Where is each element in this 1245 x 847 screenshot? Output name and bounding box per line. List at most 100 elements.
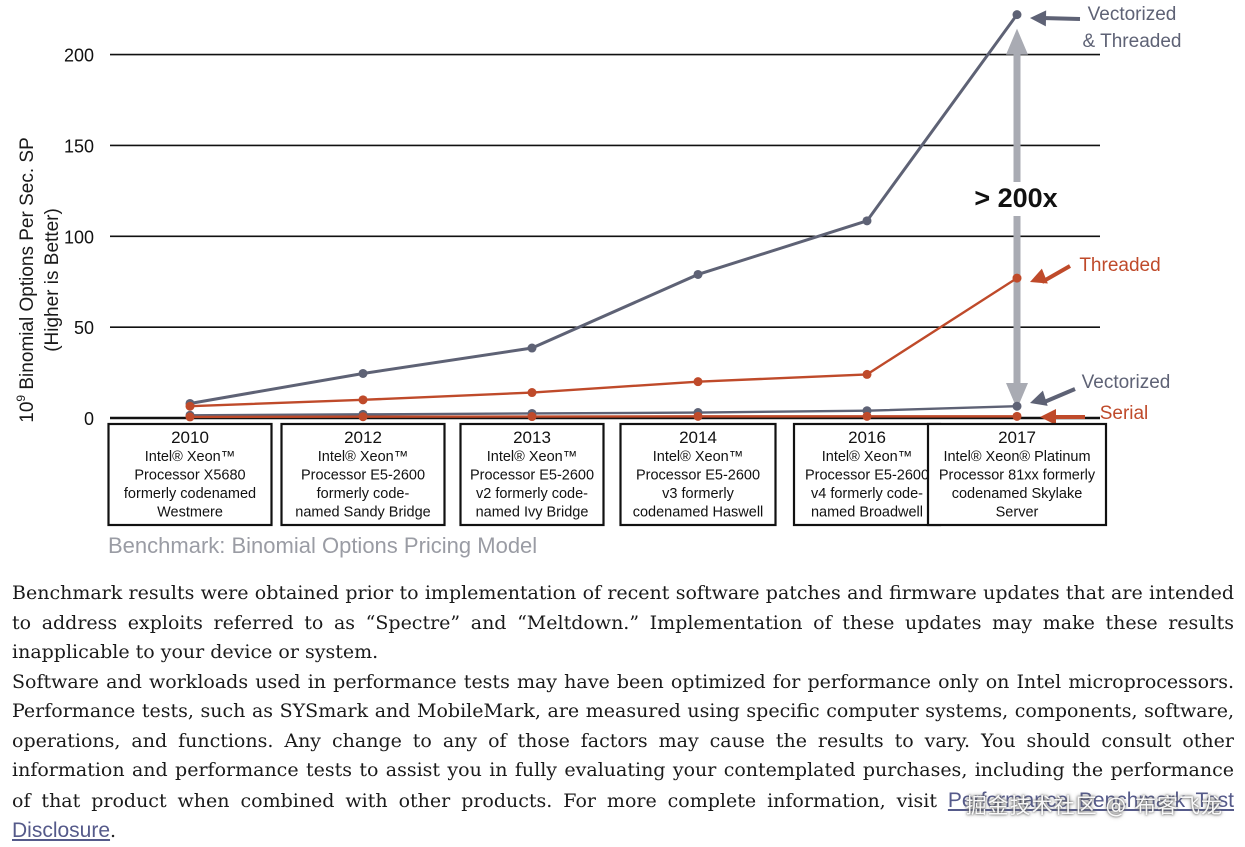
category-detail-label: Westmere bbox=[157, 505, 223, 521]
category-detail-label: Processor E5-2600 bbox=[636, 468, 760, 484]
disclaimer-paragraph-2-end: . bbox=[110, 820, 117, 842]
series-layer bbox=[185, 10, 1022, 422]
chart-subtitle: Benchmark: Binomial Options Pricing Mode… bbox=[108, 533, 537, 558]
y-tick-label: 200 bbox=[64, 46, 94, 66]
category-year-label: 2016 bbox=[848, 428, 886, 447]
category-detail-label: v3 formerly bbox=[662, 486, 734, 502]
processor-box-frame bbox=[280, 422, 446, 527]
series-labels: Vectorized & Threaded Threaded Vectorized Se… bbox=[1030, 4, 1181, 425]
data-point bbox=[185, 412, 195, 422]
data-point bbox=[862, 411, 872, 421]
category-detail-label: named Ivy Bridge bbox=[476, 505, 589, 521]
pointer-arrow-head bbox=[1030, 390, 1048, 406]
data-point bbox=[358, 368, 368, 378]
series-label: Threaded bbox=[1079, 255, 1160, 276]
disclaimer: Benchmark results were obtained prior to… bbox=[12, 579, 1234, 847]
processor-box-2010: 2010 Intel® Xeon™ Processor X5680 formerly … bbox=[107, 422, 273, 527]
data-point bbox=[1012, 411, 1022, 421]
category-detail-label: named Sandy Bridge bbox=[295, 505, 430, 521]
data-point bbox=[527, 412, 537, 422]
category-detail-label: Processor E5-2600 bbox=[301, 468, 425, 484]
category-year-label: 2013 bbox=[513, 428, 551, 447]
pointer-arrow-head bbox=[1030, 10, 1047, 27]
pointer-arrow-shaft bbox=[1041, 264, 1071, 284]
y-axis-label-line1: 109 Binomial Options Per Sec. SP bbox=[14, 137, 38, 423]
improvement-arrow bbox=[962, 28, 1070, 409]
category-year-label: 2010 bbox=[171, 428, 209, 447]
processor-box-2014: 2014 Intel® Xeon™ Processor E5-2600 v3 form… bbox=[619, 422, 777, 527]
category-year-label: 2017 bbox=[998, 428, 1036, 447]
data-point bbox=[527, 343, 537, 353]
y-tick-label: 100 bbox=[64, 227, 94, 247]
series-label-group: Serial bbox=[1040, 403, 1148, 425]
processor-box-frame bbox=[107, 422, 273, 527]
pointer-arrow-head bbox=[1030, 268, 1048, 284]
category-detail-label: Processor E5-2600 bbox=[805, 468, 929, 484]
processor-box-2017: 2017 Intel® Xeon® Platinum Processor 81xx … bbox=[926, 422, 1108, 527]
series-label-group: Threaded bbox=[1030, 255, 1161, 284]
y-axis-label: 109 Binomial Options Per Sec. SP (Higher… bbox=[14, 137, 63, 423]
category-detail-label: formerly codenamed bbox=[124, 486, 256, 502]
series-serial bbox=[185, 411, 1022, 422]
y-tick-label: 150 bbox=[64, 136, 94, 156]
benchmark-chart: 0 50 100 150 200 109 Binomial Options Per Se… bbox=[14, 4, 1181, 558]
improvement-arrow-head-down bbox=[1006, 383, 1028, 409]
series-label: Serial bbox=[1100, 403, 1149, 424]
category-year-label: 2014 bbox=[679, 428, 717, 447]
category-detail-label: Server bbox=[996, 505, 1039, 521]
annotation-backdrop bbox=[962, 182, 1070, 216]
improvement-annotation: > 200x bbox=[974, 183, 1057, 213]
series-threaded bbox=[185, 273, 1022, 411]
data-point bbox=[693, 377, 703, 387]
category-detail-label: v4 formerly code- bbox=[811, 486, 923, 502]
series-label: Vectorized bbox=[1082, 372, 1171, 393]
y-tick-label: 50 bbox=[74, 318, 94, 338]
category-detail-label: Intel® Xeon™ bbox=[822, 449, 912, 465]
processor-box-2013: 2013 Intel® Xeon™ Processor E5-2600 v2 form… bbox=[459, 422, 605, 527]
data-point bbox=[1012, 273, 1022, 283]
processor-box-2012: 2012 Intel® Xeon™ Processor E5-2600 formerl… bbox=[280, 422, 446, 527]
category-detail-label: Processor X5680 bbox=[134, 468, 245, 484]
category-detail-label: codenamed Haswell bbox=[633, 505, 764, 521]
series-line bbox=[189, 13, 1019, 405]
category-detail-label: formerly code- bbox=[317, 486, 410, 502]
data-point bbox=[693, 411, 703, 421]
processor-box-frame bbox=[619, 422, 777, 527]
category-detail-label: Processor 81xx formerly bbox=[939, 468, 1096, 484]
series-label: Vectorized bbox=[1088, 4, 1177, 25]
series-label-group: Vectorized bbox=[1030, 372, 1170, 406]
pointer-arrow-shaft bbox=[1041, 16, 1081, 21]
series-line bbox=[189, 404, 1018, 417]
series-vectorized-threaded bbox=[185, 10, 1022, 408]
processor-box-frame bbox=[459, 422, 605, 527]
data-point bbox=[1012, 10, 1022, 20]
improvement-arrow-head-up bbox=[1006, 28, 1028, 55]
data-point bbox=[1012, 401, 1022, 411]
category-detail-label: Intel® Xeon™ bbox=[145, 449, 235, 465]
category-detail-label: Intel® Xeon® Platinum bbox=[943, 449, 1090, 465]
series-line bbox=[189, 277, 1018, 408]
category-detail-label: v2 formerly code- bbox=[476, 486, 588, 502]
category-detail-label: Intel® Xeon™ bbox=[318, 449, 408, 465]
processor-boxes: 2010 Intel® Xeon™ Processor X5680 formerly … bbox=[107, 422, 1108, 527]
chart-grid bbox=[110, 53, 1100, 420]
disclaimer-paragraph-2: Software and workloads used in performan… bbox=[12, 668, 1234, 847]
processor-box-frame bbox=[926, 422, 1108, 527]
disclaimer-paragraph-1: Benchmark results were obtained prior to… bbox=[12, 582, 1234, 663]
pointer-arrow-shaft bbox=[1041, 387, 1076, 405]
benchmark-disclosure-link[interactable]: Performance Benchmark Test Disclosure bbox=[12, 788, 1234, 843]
category-detail-label: named Broadwell bbox=[811, 505, 923, 521]
category-detail-label: Intel® Xeon™ bbox=[653, 449, 743, 465]
data-point bbox=[358, 395, 368, 405]
series-line bbox=[189, 415, 1017, 419]
data-point bbox=[862, 216, 872, 226]
category-year-label: 2012 bbox=[344, 428, 382, 447]
data-point bbox=[358, 412, 368, 422]
pointer-arrow-head bbox=[1040, 409, 1056, 425]
data-point bbox=[862, 369, 872, 379]
series-label-group: Vectorized & Threaded bbox=[1030, 4, 1181, 52]
data-point bbox=[185, 401, 195, 411]
processor-box-2016: 2016 Intel® Xeon™ Processor E5-2600 v4 form… bbox=[792, 422, 942, 527]
data-point bbox=[693, 269, 703, 279]
y-axis-label-line2: (Higher is Better) bbox=[42, 208, 63, 352]
